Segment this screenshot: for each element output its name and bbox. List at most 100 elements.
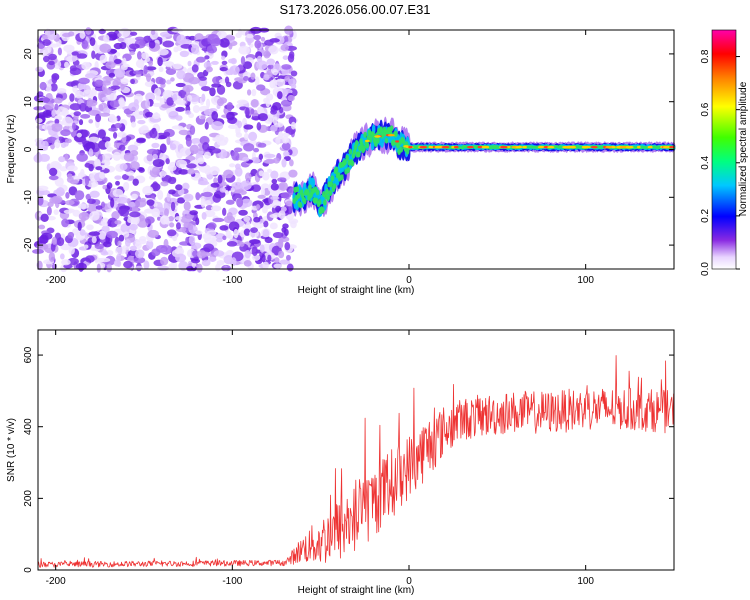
signal-peak-cell — [647, 145, 653, 149]
snr-panel: -200 -100 0 100 0 200 400 600 Height of straig… — [6, 329, 675, 596]
signal-cell — [354, 139, 359, 147]
noise-cell — [195, 230, 203, 235]
noise-cell — [132, 70, 144, 75]
noise-cell — [131, 205, 139, 213]
noise-cell — [188, 76, 201, 85]
signal-peak-cell — [501, 145, 508, 149]
noise-cell — [150, 29, 156, 35]
noise-cell — [42, 96, 50, 104]
x-tick-label: 100 — [577, 275, 594, 286]
noise-cell — [256, 60, 268, 70]
noise-cell — [164, 208, 169, 217]
noise-cell — [51, 195, 63, 204]
noise-cell — [243, 124, 254, 130]
noise-cell — [226, 211, 233, 221]
noise-cell — [270, 196, 280, 201]
noise-cell — [269, 222, 278, 230]
noise-cell — [230, 57, 237, 65]
noise-cell — [231, 181, 243, 190]
signal-cell — [352, 148, 357, 155]
noise-cell — [129, 223, 138, 231]
noise-cell — [238, 209, 248, 216]
noise-cell — [213, 177, 218, 185]
noise-cell — [141, 52, 149, 60]
noise-cell — [179, 147, 192, 157]
noise-cell — [48, 53, 57, 61]
noise-cell — [233, 228, 239, 239]
noise-cell — [185, 137, 192, 147]
noise-cell — [81, 61, 91, 70]
noise-cell — [48, 175, 59, 181]
noise-cell — [210, 60, 219, 65]
noise-cell — [275, 78, 286, 87]
noise-cell — [47, 30, 57, 41]
noise-cell — [216, 139, 228, 146]
noise-cell — [53, 97, 63, 104]
noise-cell — [224, 76, 230, 84]
noise-cell — [85, 141, 96, 152]
noise-cell — [196, 56, 206, 63]
noise-cell — [185, 236, 190, 244]
noise-cell — [290, 70, 298, 77]
noise-cell — [243, 216, 251, 222]
noise-cell — [118, 144, 126, 151]
noise-cell — [44, 102, 54, 110]
noise-cell — [276, 91, 283, 100]
noise-cell — [197, 180, 210, 186]
noise-cell — [217, 174, 223, 184]
noise-cell — [172, 93, 178, 102]
signal-cell — [392, 139, 396, 146]
noise-cell — [207, 33, 220, 44]
noise-cell — [81, 39, 89, 49]
noise-cell — [262, 206, 268, 214]
signal-cell — [384, 137, 389, 144]
noise-cell — [95, 205, 103, 210]
noise-cell — [106, 182, 113, 190]
noise-cell — [247, 36, 252, 46]
noise-cell — [151, 207, 160, 218]
noise-cell — [253, 216, 261, 223]
noise-cell — [99, 171, 106, 179]
noise-cell — [274, 257, 280, 264]
noise-cell — [76, 132, 82, 138]
noise-cell — [203, 151, 212, 159]
noise-cell — [178, 169, 189, 175]
noise-cell — [204, 210, 216, 218]
noise-cell — [169, 143, 177, 151]
noise-cell — [250, 108, 255, 115]
noise-cell — [100, 251, 109, 256]
noise-cell — [250, 227, 259, 234]
noise-cell — [128, 43, 140, 50]
noise-cell — [202, 142, 210, 151]
noise-cell — [284, 242, 291, 251]
noise-cell — [77, 82, 85, 90]
noise-cell — [204, 169, 211, 175]
noise-cell — [202, 191, 213, 197]
noise-cell — [64, 153, 69, 162]
noise-cell — [278, 181, 288, 191]
noise-cell — [43, 55, 50, 63]
noise-cell — [207, 222, 217, 230]
signal-cell — [399, 146, 404, 153]
noise-cell — [67, 165, 78, 172]
noise-cell — [59, 253, 65, 260]
noise-cell — [281, 142, 291, 151]
signal-cell — [311, 178, 316, 189]
noise-cell — [157, 265, 170, 271]
noise-cell — [105, 61, 116, 69]
noise-cell — [67, 231, 75, 239]
signal-peak-cell — [616, 145, 622, 149]
noise-cell — [159, 97, 165, 106]
noise-cell — [253, 34, 262, 41]
noise-cell — [235, 132, 243, 138]
noise-cell — [51, 75, 58, 84]
noise-cell — [261, 253, 266, 263]
noise-cell — [290, 220, 297, 229]
noise-cell — [124, 238, 131, 247]
noise-cell — [180, 39, 193, 45]
noise-cell — [234, 163, 241, 170]
noise-cell — [112, 188, 124, 198]
noise-cell — [266, 93, 274, 101]
noise-cell — [180, 43, 193, 49]
